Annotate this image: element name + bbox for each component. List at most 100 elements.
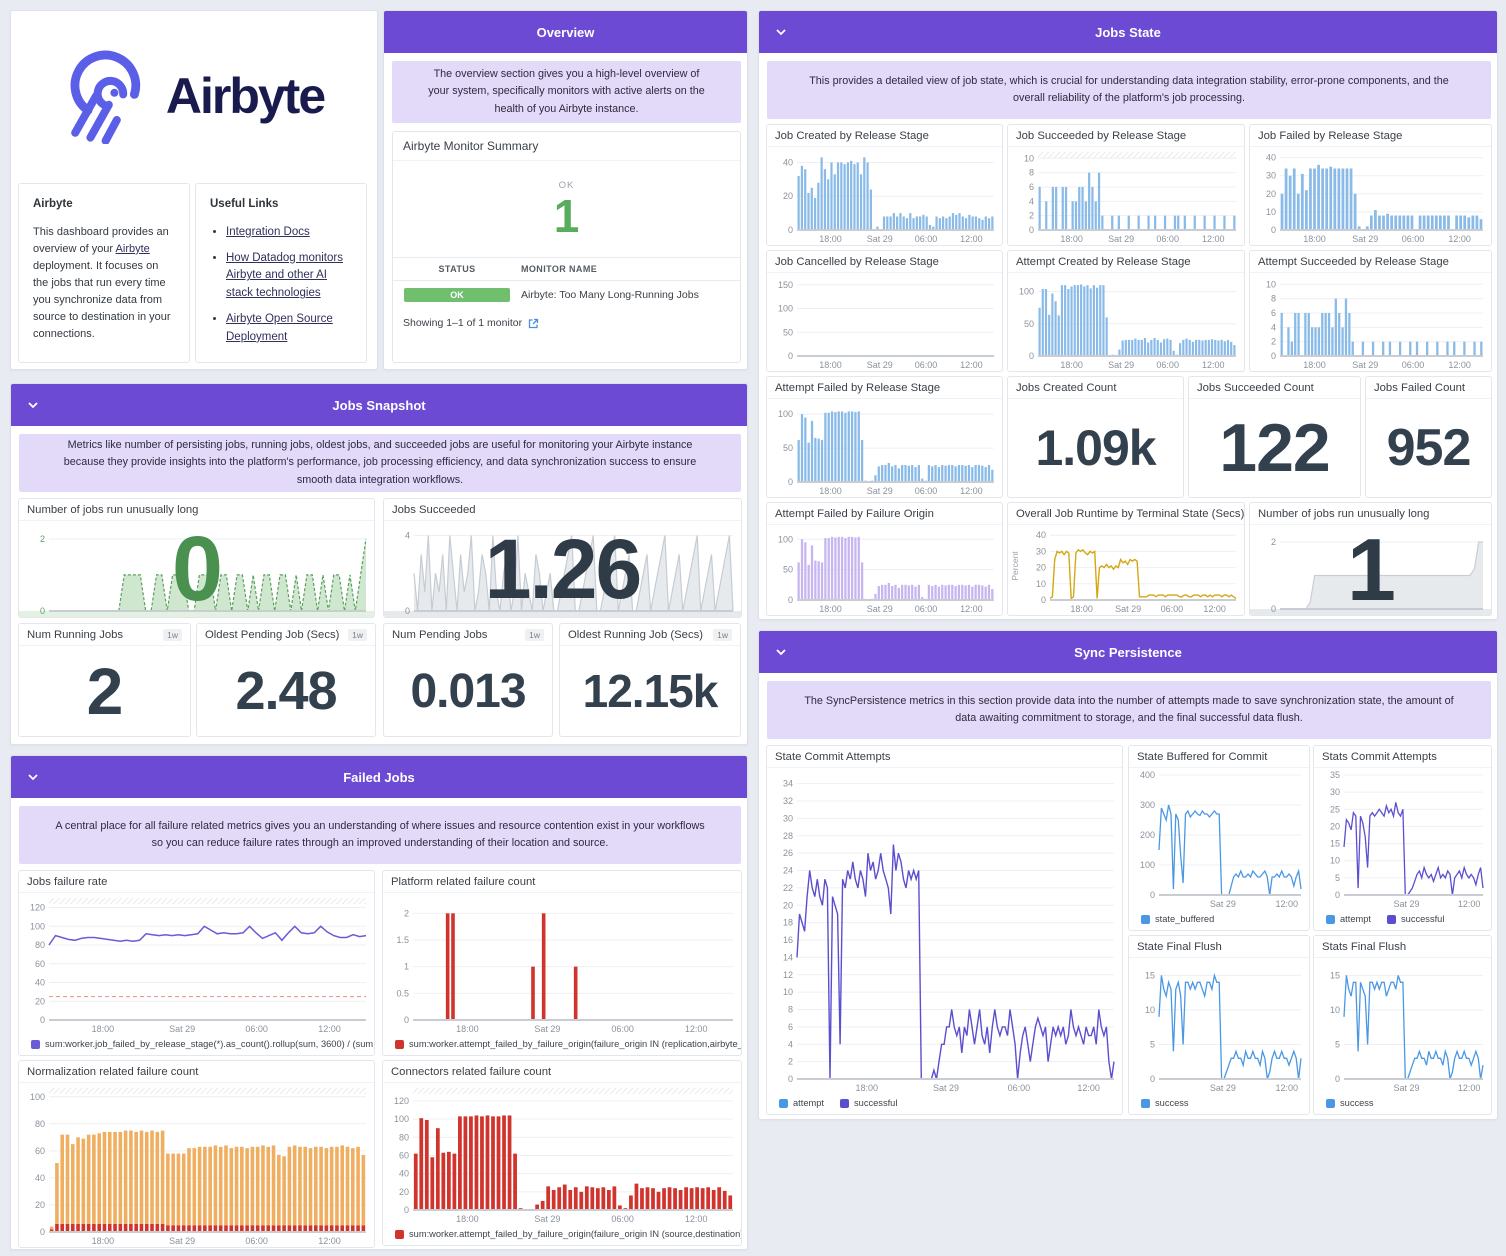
- legend-item[interactable]: sum:worker.attempt_failed_by_failure_ori…: [395, 1229, 741, 1239]
- legend-item[interactable]: state_buffered: [1141, 914, 1214, 924]
- legend-item[interactable]: sum:worker.attempt_failed_by_failure_ori…: [395, 1039, 741, 1049]
- svg-text:1.5: 1.5: [396, 935, 409, 945]
- chevron-down-icon[interactable]: [775, 648, 787, 656]
- chart-job-failed-stage[interactable]: 0 10 20 30 40 18:00 Sat 29 06:00 12:00: [1250, 147, 1491, 245]
- num-running-jobs-value: 2: [86, 654, 124, 728]
- chart-attempt-failed-origin[interactable]: 0 50 100 18:00 Sat 29 06:00 12:00: [767, 525, 1002, 615]
- chart-attempt-created[interactable]: 0 50 100 18:00 Sat 29 06:00 12:00: [1008, 273, 1244, 371]
- svg-text:06:00: 06:00: [245, 1236, 268, 1246]
- list-item: How Datadog monitors Airbyte and other A…: [226, 250, 352, 303]
- svg-text:40: 40: [399, 1169, 409, 1179]
- svg-text:10: 10: [1145, 1005, 1155, 1015]
- external-link-icon[interactable]: [528, 318, 539, 329]
- overview-title: Overview: [536, 24, 595, 40]
- svg-text:Percent: Percent: [1010, 551, 1020, 581]
- widget-jobs-created-count[interactable]: Jobs Created Count 1.09k: [1007, 376, 1184, 498]
- airbyte-wordmark: Airbyte: [165, 68, 326, 124]
- legend-item[interactable]: success: [1326, 1098, 1374, 1108]
- chart-connectors-failure[interactable]: 0 20 40 60 80 100 120 18:00 Sat 29 06:00 12:00: [383, 1083, 741, 1225]
- legend-item[interactable]: sum:worker.job_failed_by_release_stage(*…: [31, 1039, 374, 1049]
- legend: attempt successful: [767, 1094, 1122, 1114]
- svg-text:5: 5: [1150, 1039, 1155, 1049]
- svg-text:0: 0: [788, 351, 793, 361]
- chart-state-final-flush[interactable]: 0 5 10 15 Sat 29 12:00: [1129, 958, 1309, 1094]
- widget-oldest-running-job[interactable]: Oldest Running Job (Secs) 1w 12.15k: [559, 623, 741, 737]
- num-pending-jobs-value: 0.013: [410, 664, 526, 718]
- status-badge: OK: [404, 288, 510, 302]
- svg-text:150: 150: [778, 280, 793, 290]
- about-text: This dashboard provides an overview of y…: [33, 225, 171, 341]
- legend-item[interactable]: attempt: [779, 1098, 824, 1108]
- chart-jobs-failure-rate[interactable]: 0 20 40 60 80 100 120 18:00 Sat 29 06:00 12:00: [19, 893, 374, 1035]
- jobs-created-count-value: 1.09k: [1035, 420, 1156, 476]
- jobs-succeeded-count-value: 122: [1219, 410, 1330, 486]
- svg-text:15: 15: [1330, 839, 1340, 849]
- svg-text:0: 0: [1029, 351, 1034, 361]
- chart-job-succeeded-stage[interactable]: 0 2 4 6 8 10 18:00 Sat 29 06:00 12:00: [1008, 147, 1244, 245]
- svg-text:12:00: 12:00: [960, 604, 983, 614]
- chevron-down-icon[interactable]: [775, 28, 787, 36]
- svg-text:50: 50: [1024, 319, 1034, 329]
- chart-state-commit-attempts[interactable]: 0 2 4 6 8 10 12 14 16 18 20 22 24 26 28 30 32 34 18:00 Sat …: [767, 768, 1122, 1094]
- svg-text:0: 0: [1335, 890, 1340, 900]
- chart-stats-final-flush[interactable]: 0 5 10 15 Sat 29 12:00: [1314, 958, 1491, 1094]
- svg-text:60: 60: [35, 1146, 45, 1156]
- svg-text:18:00: 18:00: [1303, 234, 1326, 244]
- monitor-row[interactable]: OK Airbyte: Too Many Long-Running Jobs: [393, 281, 740, 309]
- legend-item[interactable]: attempt: [1326, 914, 1371, 924]
- svg-text:2: 2: [404, 908, 409, 918]
- svg-text:4: 4: [1029, 196, 1034, 206]
- chart-job-cancelled[interactable]: 0 50 100 150 18:00 Sat 29 06:00 12:00: [767, 273, 1002, 371]
- sync-persistence-header[interactable]: Sync Persistence: [759, 631, 1497, 673]
- widget-oldest-pending-job[interactable]: Oldest Pending Job (Secs) 1w 2.48: [196, 623, 376, 737]
- chart-attempt-succeeded[interactable]: 0 2 4 6 8 10 18:00 Sat 29 06:00 12:00: [1250, 273, 1491, 371]
- svg-text:100: 100: [778, 409, 793, 419]
- link-datadog-monitors[interactable]: How Datadog monitors Airbyte and other A…: [226, 251, 343, 300]
- chevron-down-icon[interactable]: [27, 773, 39, 781]
- svg-text:Sat 29: Sat 29: [1210, 1083, 1236, 1093]
- chevron-down-icon[interactable]: [27, 401, 39, 409]
- svg-text:0.5: 0.5: [396, 988, 409, 998]
- svg-text:0: 0: [1150, 890, 1155, 900]
- svg-text:12: 12: [783, 970, 793, 980]
- airbyte-link[interactable]: Airbyte: [115, 242, 150, 255]
- chart-job-created[interactable]: 0 20 40 18:00 Sat 29 06:00 12:00: [767, 147, 1002, 245]
- link-open-source-deployment[interactable]: Airbyte Open Source Deployment: [226, 313, 333, 343]
- legend-item[interactable]: successful: [840, 1098, 897, 1108]
- svg-text:300: 300: [1140, 800, 1155, 810]
- failed-jobs-header[interactable]: Failed Jobs: [11, 756, 747, 798]
- chart-attempt-failed-stage[interactable]: 0 50 100 18:00 Sat 29 06:00 12:00: [767, 399, 1002, 497]
- svg-text:Sat 29: Sat 29: [1108, 360, 1134, 370]
- chart-job-runtime[interactable]: 0 10 20 30 40 Percent 18:00 Sat 29 06:00 12:00: [1008, 525, 1244, 615]
- svg-text:1: 1: [404, 962, 409, 972]
- svg-text:30: 30: [783, 813, 793, 823]
- legend-item[interactable]: successful: [1387, 914, 1444, 924]
- overview-header[interactable]: Overview: [384, 11, 747, 53]
- jobs-state-header[interactable]: Jobs State: [759, 11, 1497, 53]
- legend-item[interactable]: success: [1141, 1098, 1189, 1108]
- svg-text:12:00: 12:00: [1458, 899, 1481, 909]
- jobs-snapshot-header[interactable]: Jobs Snapshot: [11, 384, 747, 426]
- useful-links-title: Useful Links: [210, 198, 279, 210]
- jobs-snapshot-section: Jobs Snapshot Metrics like number of per…: [10, 383, 748, 745]
- widget-num-pending-jobs[interactable]: Num Pending Jobs 1w 0.013: [383, 623, 553, 737]
- legend: success: [1314, 1094, 1491, 1114]
- svg-text:12:00: 12:00: [1448, 360, 1471, 370]
- svg-text:Sat 29: Sat 29: [169, 1236, 195, 1246]
- svg-text:12:00: 12:00: [960, 360, 983, 370]
- widget-jobs-failed-count[interactable]: Jobs Failed Count 952: [1365, 376, 1492, 498]
- chart-stats-commit-attempts[interactable]: 0 5 10 15 20 25 30 35 Sat 29 12:00: [1314, 768, 1491, 910]
- link-integration-docs[interactable]: Integration Docs: [226, 225, 310, 238]
- widget-jobs-succeeded-count[interactable]: Jobs Succeeded Count 122: [1188, 376, 1361, 498]
- airbyte-logo: Airbyte: [11, 11, 377, 181]
- widget-num-running-jobs[interactable]: Num Running Jobs 1w 2: [18, 623, 191, 737]
- jobs-snapshot-note: Metrics like number of persisting jobs, …: [19, 434, 741, 492]
- svg-text:2: 2: [1029, 211, 1034, 221]
- chart-state-buffered[interactable]: 0 100 200 300 400 Sat 29 12:00: [1129, 768, 1309, 910]
- chart-platform-failure[interactable]: 0 0.5 1 1.5 2 18:00 Sat 29 06:00 12:00: [383, 893, 741, 1035]
- chart-normalization-failure[interactable]: 0 20 40 60 80 100 18:00 Sat 29 06:00 12:00: [19, 1083, 374, 1247]
